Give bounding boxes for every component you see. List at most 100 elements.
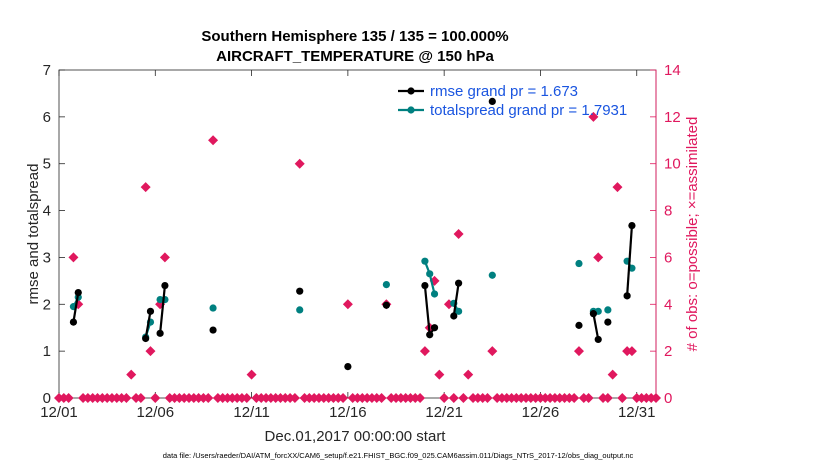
- totalspread-point: [604, 306, 612, 314]
- y-axis-right-label: # of obs: o=possible; ×=assimilated: [684, 117, 701, 352]
- x-tick-label: 12/26: [522, 404, 560, 421]
- y-axis-left-label: rmse and totalspread: [25, 164, 42, 305]
- obs-count-point: [583, 393, 594, 403]
- obs-count-point: [140, 182, 151, 193]
- rmse-point: [488, 97, 496, 105]
- x-tick-label: 12/06: [137, 404, 175, 421]
- rmse-line: [159, 285, 167, 334]
- obs-count-point: [593, 252, 604, 263]
- obs-count-point: [126, 369, 137, 380]
- obs-count-point: [573, 346, 584, 357]
- rmse-line: [626, 225, 634, 296]
- y-left-tick-label: 0: [43, 390, 51, 407]
- x-tick-label: 12/11: [233, 404, 269, 421]
- obs-count-point: [448, 393, 459, 403]
- y-left-tick-label: 1: [43, 343, 51, 360]
- obs-count-point: [612, 182, 623, 193]
- obs-count-point: [482, 393, 493, 403]
- rmse-point: [142, 334, 150, 343]
- rmse-point: [161, 281, 169, 290]
- totalspread-point: [488, 271, 496, 279]
- rmse-point: [69, 318, 78, 326]
- x-tick-label: 12/16: [329, 404, 367, 421]
- obs-count-point: [342, 299, 353, 310]
- obs-count-point: [588, 111, 599, 122]
- y-left-tick-label: 7: [43, 62, 51, 79]
- obs-count-point: [63, 393, 74, 403]
- rmse-point: [426, 331, 434, 339]
- obs-count-point: [617, 393, 628, 403]
- y-right-tick-label: 8: [664, 203, 672, 220]
- rmse-line: [452, 283, 460, 317]
- obs-count-point: [208, 135, 219, 146]
- rmse-point: [146, 307, 155, 315]
- obs-count-point: [294, 158, 305, 169]
- rmse-point: [575, 321, 583, 329]
- obs-count-point: [135, 393, 146, 403]
- obs-count-point: [159, 252, 170, 263]
- x-tick-label: 12/21: [425, 404, 463, 421]
- totalspread-point: [421, 257, 429, 265]
- y-left-tick-label: 6: [43, 109, 51, 126]
- totalspread-point: [455, 307, 463, 315]
- y-right-tick-label: 10: [664, 156, 681, 173]
- obs-count-point: [439, 393, 450, 403]
- obs-count-point: [569, 393, 580, 403]
- totalspread-point: [426, 270, 434, 278]
- totalspread-point: [209, 304, 217, 312]
- obs-count-point: [626, 346, 637, 357]
- obs-count-point: [203, 393, 214, 403]
- rmse-point: [450, 312, 458, 320]
- obs-count-point: [246, 369, 257, 380]
- obs-count-point: [607, 369, 618, 380]
- obs-count-point: [145, 346, 156, 357]
- rmse-point: [589, 310, 598, 318]
- rmse-point: [296, 287, 304, 295]
- legend-rmse-label: rmse grand pr = 1.673: [430, 83, 578, 100]
- rmse-line: [592, 313, 600, 340]
- legend-totalspread-marker: [407, 106, 415, 114]
- rmse-point: [628, 221, 636, 230]
- legend-totalspread-label: totalspread grand pr = 1.7931: [430, 102, 627, 119]
- y-right-tick-label: 12: [664, 109, 681, 126]
- totalspread-point: [430, 290, 439, 298]
- obs-count-point: [434, 369, 445, 380]
- y-left-tick-label: 3: [43, 249, 51, 266]
- rmse-point: [156, 329, 164, 337]
- x-axis-label: Dec.01,2017 00:00:00 start: [265, 428, 447, 445]
- y-left-tick-label: 2: [43, 296, 51, 313]
- y-right-tick-label: 6: [664, 249, 672, 266]
- totalspread-point: [296, 306, 304, 314]
- y-right-tick-label: 4: [664, 296, 672, 313]
- chart-title-line2: AIRCRAFT_TEMPERATURE @ 150 hPa: [216, 48, 494, 65]
- obs-count-point: [602, 393, 613, 403]
- rmse-point: [344, 363, 352, 371]
- totalspread-point: [382, 281, 390, 289]
- obs-count-point: [419, 346, 430, 357]
- rmse-point: [623, 292, 631, 300]
- y-right-tick-label: 14: [664, 62, 681, 79]
- rmse-line: [72, 292, 80, 323]
- obs-count-point: [241, 393, 252, 403]
- rmse-point: [594, 335, 602, 344]
- obs-count-point: [68, 252, 79, 263]
- totalspread-point: [575, 259, 583, 268]
- obs-count-point: [121, 393, 132, 403]
- legend-rmse-marker: [407, 87, 415, 95]
- obs-count-point: [458, 393, 469, 403]
- rmse-point: [74, 288, 82, 297]
- rmse-point: [430, 324, 439, 332]
- x-tick-label: 12/31: [618, 404, 656, 421]
- obs-count-point: [487, 346, 498, 357]
- rmse-point: [382, 301, 390, 309]
- y-left-tick-label: 5: [43, 156, 51, 173]
- footer-data-file: data file: /Users/raeder/DAI/ATM_forcXX/…: [163, 451, 634, 460]
- y-right-tick-label: 2: [664, 343, 672, 360]
- obs-count-point: [376, 393, 387, 403]
- obs-count-point: [453, 229, 464, 239]
- obs-count-point: [150, 393, 161, 403]
- chart-title-line1: Southern Hemisphere 135 / 135 = 100.000%: [201, 28, 508, 45]
- y-left-tick-label: 4: [43, 203, 51, 220]
